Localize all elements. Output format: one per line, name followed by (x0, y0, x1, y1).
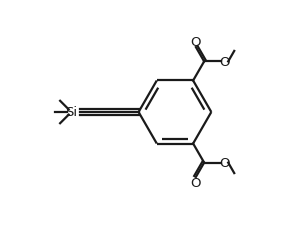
Text: O: O (219, 56, 230, 69)
Text: Si: Si (65, 106, 77, 119)
Text: O: O (191, 36, 201, 49)
Text: O: O (219, 156, 230, 169)
Text: O: O (191, 176, 201, 189)
